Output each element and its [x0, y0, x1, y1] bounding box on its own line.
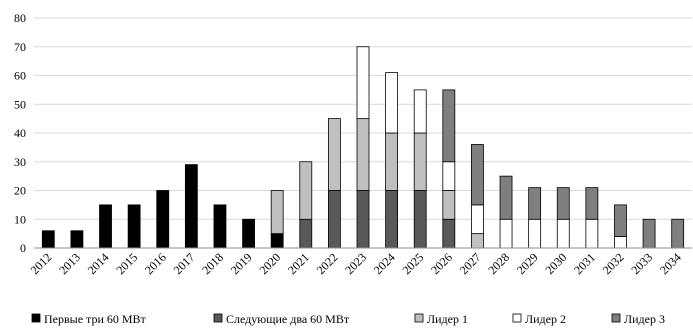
- y-axis-tick-labels: 0 10 20 30 40 50 60 70 80: [14, 11, 26, 255]
- bar-segment-2034-series-5: [671, 218, 685, 249]
- legend: Первые три 60 МВт Следующие два 60 МВт Лид…: [31, 312, 665, 326]
- y-tick-label: 50: [14, 97, 26, 111]
- x-tick-label: 2032: [600, 250, 627, 277]
- x-tick-label: 2019: [228, 250, 255, 277]
- legend-label: Лидер 3: [624, 312, 665, 326]
- bar-segment-2020-series-1: [270, 233, 284, 249]
- x-tick-label: 2012: [28, 250, 55, 277]
- bar-segment-2026-series-5: [442, 89, 456, 163]
- x-tick-label: 2023: [342, 250, 369, 277]
- bar-segment-2028-series-5: [499, 175, 513, 220]
- bar-segment-2030-series-4: [556, 218, 570, 249]
- bar-segment-2028-series-4: [499, 218, 513, 249]
- x-tick-label: 2015: [113, 250, 140, 277]
- legend-item-3: Лидер 1: [414, 312, 468, 326]
- y-tick-label: 10: [14, 212, 26, 226]
- x-tick-label: 2034: [657, 250, 684, 277]
- x-tick-label: 2014: [85, 250, 112, 277]
- y-tick-label: 30: [14, 155, 26, 169]
- bar-segment-2025-series-3: [413, 132, 427, 191]
- bar-segment-2031-series-5: [585, 187, 599, 220]
- x-tick-label: 2025: [399, 250, 426, 277]
- x-tick-label: 2027: [457, 250, 484, 277]
- bar-segment-2024-series-3: [385, 132, 399, 191]
- legend-swatch: [611, 313, 621, 323]
- bar-segment-2027-series-4: [471, 204, 484, 235]
- y-tick-label: 80: [14, 11, 26, 25]
- legend-item-2: Следующие два 60 МВт: [213, 312, 350, 326]
- bar-segment-2025-series-4: [413, 89, 427, 134]
- bar-segment-2025-series-2: [413, 190, 427, 249]
- bar-segment-2023-series-2: [356, 190, 370, 249]
- x-tick-label: 2017: [171, 250, 198, 277]
- legend-swatch: [31, 313, 41, 323]
- x-tick-label: 2022: [314, 250, 341, 277]
- bar-segment-2032-series-4: [614, 236, 627, 249]
- legend-swatch: [512, 313, 522, 323]
- bar-segment-2021-series-2: [299, 218, 313, 249]
- x-tick-label: 2016: [142, 250, 169, 277]
- bar-segment-2016-series-1: [156, 190, 170, 249]
- x-tick-label: 2030: [543, 250, 570, 277]
- legend-label: Лидер 1: [427, 312, 468, 326]
- bar-segment-2027-series-5: [471, 144, 484, 206]
- bar-segment-2012-series-1: [41, 230, 55, 249]
- bar-segment-2029-series-5: [528, 187, 542, 220]
- x-tick-label: 2018: [199, 250, 226, 277]
- x-tick-label: 2029: [514, 250, 541, 277]
- bar-segment-2024-series-2: [385, 190, 399, 249]
- x-tick-label: 2020: [256, 250, 283, 277]
- x-tick-label: 2031: [571, 250, 598, 277]
- bar-segment-2020-series-3: [270, 190, 284, 235]
- y-tick-label: 40: [14, 126, 26, 140]
- x-tick-label: 2021: [285, 250, 312, 277]
- x-tick-label: 2026: [428, 250, 455, 277]
- legend-swatch: [213, 313, 223, 323]
- bar-segment-2023-series-4: [356, 46, 370, 120]
- x-tick-label: 2028: [485, 250, 512, 277]
- y-tick-label: 0: [20, 241, 26, 255]
- bar-segment-2029-series-4: [528, 218, 542, 249]
- bar-segment-2026-series-3: [442, 190, 456, 220]
- bar-segment-2026-series-2: [442, 218, 456, 249]
- legend-item-5: Лидер 3: [611, 312, 665, 326]
- bar-segment-2017-series-1: [184, 164, 198, 249]
- bar-segment-2013-series-1: [70, 230, 84, 249]
- bar-segment-2022-series-2: [327, 190, 341, 249]
- bar-segment-2031-series-4: [585, 218, 599, 249]
- x-tick-label: 2033: [628, 250, 655, 277]
- bar-segment-2027-series-3: [471, 233, 484, 249]
- legend-label: Первые три 60 МВт: [44, 312, 147, 326]
- bars: [41, 46, 685, 249]
- y-tick-label: 20: [14, 184, 26, 198]
- legend-swatch: [414, 313, 424, 323]
- bar-segment-2018-series-1: [213, 204, 227, 249]
- bar-segment-2033-series-5: [642, 218, 656, 249]
- y-tick-label: 60: [14, 69, 26, 83]
- bar-segment-2026-series-4: [442, 161, 456, 191]
- y-tick-label: 70: [14, 40, 26, 54]
- bar-segment-2032-series-5: [614, 204, 627, 237]
- x-tick-label: 2013: [56, 250, 83, 277]
- bar-segment-2030-series-5: [556, 187, 570, 220]
- bar-segment-2022-series-3: [327, 118, 341, 191]
- legend-label: Следующие два 60 МВт: [226, 312, 350, 326]
- legend-item-4: Лидер 2: [512, 312, 566, 326]
- legend-label: Лидер 2: [525, 312, 566, 326]
- x-axis-tick-labels: 2012 2013 2014 2015 2016 2017 2018 2019 2020 2021…: [28, 250, 684, 277]
- x-tick-label: 2024: [371, 250, 398, 277]
- bar-segment-2014-series-1: [99, 204, 112, 249]
- bar-segment-2024-series-4: [385, 72, 399, 134]
- bar-segment-2023-series-3: [356, 118, 370, 191]
- bar-segment-2019-series-1: [242, 218, 255, 249]
- legend-item-1: Первые три 60 МВт: [31, 312, 147, 326]
- bar-segment-2015-series-1: [127, 204, 141, 249]
- bar-segment-2021-series-3: [299, 161, 313, 220]
